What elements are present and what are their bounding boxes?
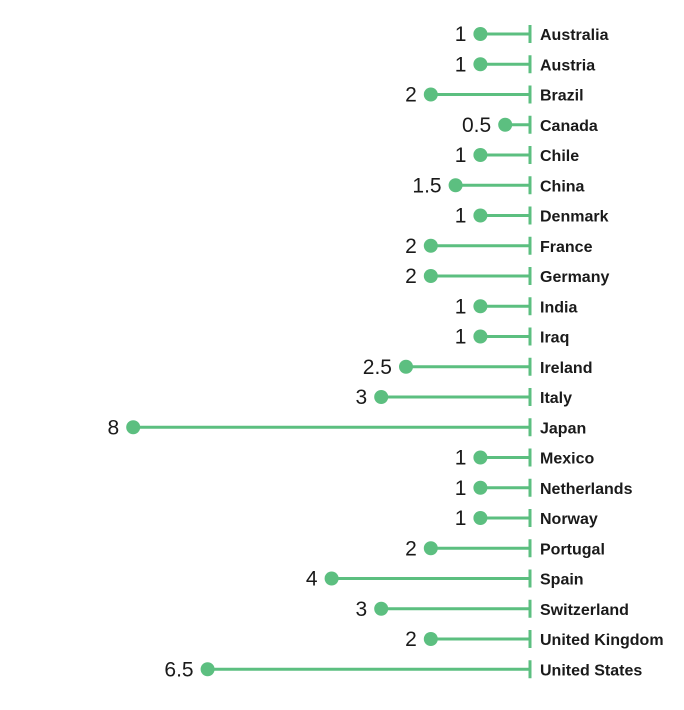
value-label: 3 [356, 386, 368, 409]
category-label: Japan [540, 420, 586, 437]
category-label: China [540, 178, 585, 195]
category-label: Mexico [540, 451, 594, 468]
value-label: 1 [455, 507, 467, 530]
lollipop-dot [423, 269, 438, 283]
value-label: 3 [356, 598, 368, 621]
lollipop-dot [473, 57, 488, 72]
category-label: India [540, 299, 577, 316]
lollipop-dot [473, 148, 488, 162]
value-label: 2 [405, 265, 417, 288]
lollipop-dot [324, 571, 339, 586]
value-label: 8 [108, 416, 120, 439]
value-label: 1 [455, 23, 467, 46]
lollipop-dot [448, 178, 463, 193]
lollipop-dot [473, 299, 488, 314]
lollipop-dot [423, 238, 438, 253]
value-label: 1 [455, 326, 467, 349]
category-label: Portugal [540, 541, 605, 558]
lollipop-dot [473, 511, 488, 525]
lollipop-dot [399, 359, 413, 374]
value-label: 0.5 [462, 114, 491, 137]
value-label: 2.5 [363, 356, 392, 379]
lollipop-dot [498, 117, 513, 132]
category-label: Spain [540, 572, 584, 589]
value-label: 2 [405, 235, 417, 258]
category-label: Switzerland [540, 602, 629, 619]
lollipop-dot [473, 450, 488, 465]
lollipop-dot [374, 601, 389, 616]
lollipop-dot [126, 420, 141, 435]
category-label: Norway [540, 511, 598, 528]
value-label: 1 [455, 447, 467, 470]
category-label: Denmark [540, 209, 609, 226]
lollipop-dot [423, 87, 438, 102]
category-label: Ireland [540, 360, 592, 377]
lollipop-dot [423, 632, 438, 646]
value-label: 2 [405, 537, 417, 560]
category-label: Iraq [540, 330, 569, 347]
category-label: France [540, 239, 593, 256]
lollipop-dot [473, 480, 488, 495]
value-label: 1 [455, 144, 467, 167]
value-label: 1 [455, 53, 467, 76]
value-label: 4 [306, 568, 318, 591]
category-label: United Kingdom [540, 632, 664, 649]
category-label: Netherlands [540, 481, 633, 498]
category-label: Austria [540, 57, 595, 74]
category-label: Italy [540, 390, 572, 407]
lollipop-dot [473, 329, 488, 344]
lollipop-dot [200, 662, 215, 677]
value-label: 1 [455, 205, 467, 228]
lollipop-dot [473, 208, 488, 223]
lollipop-dot [374, 390, 389, 404]
lollipop-dot [473, 27, 488, 41]
category-label: Chile [540, 148, 579, 165]
lollipop-dot [423, 541, 438, 556]
value-label: 1 [455, 295, 467, 318]
value-label: 1 [455, 477, 467, 500]
category-label: Brazil [540, 88, 584, 105]
category-label: United States [540, 662, 642, 679]
value-label: 6.5 [164, 658, 193, 681]
value-label: 2 [405, 628, 417, 651]
value-label: 1.5 [412, 174, 441, 197]
category-label: Germany [540, 269, 609, 286]
category-label: Canada [540, 118, 598, 135]
category-label: Australia [540, 27, 609, 44]
value-label: 2 [405, 84, 417, 107]
